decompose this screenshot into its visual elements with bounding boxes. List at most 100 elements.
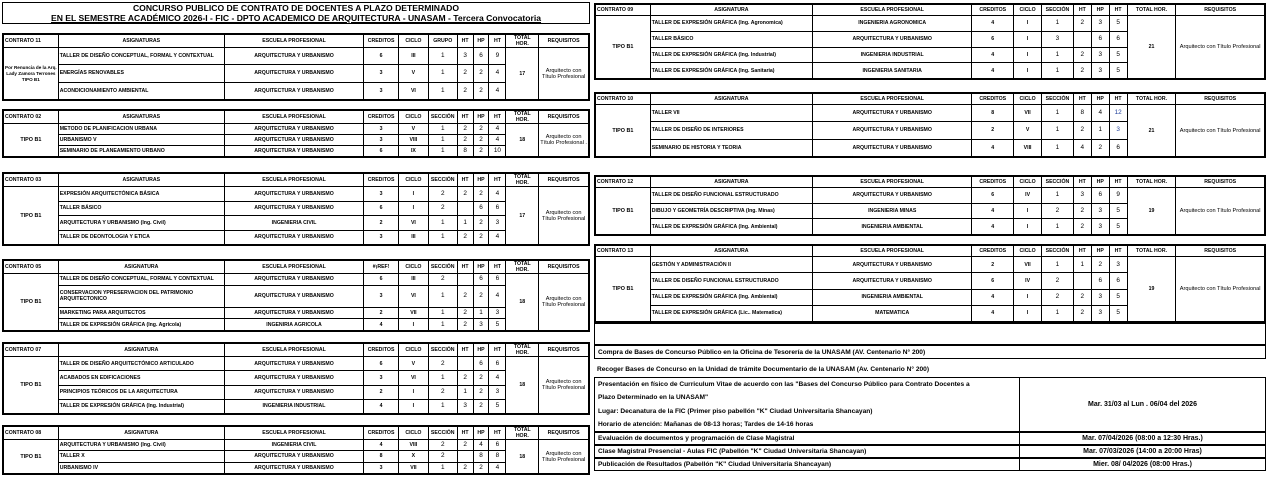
column-header: ESCUELA PROFESIONAL	[223, 426, 365, 440]
cell-ht: 1	[456, 384, 474, 400]
column-header: SECCIÓN	[1041, 93, 1074, 105]
cell-ht: 2	[456, 134, 474, 146]
cell-ht: 1	[1072, 255, 1092, 274]
column-header: GRUPO	[427, 34, 458, 48]
cell-hp: 6	[1090, 187, 1110, 204]
cell-hp: 2	[472, 284, 490, 308]
schedule-item: Clase Magistral Presencial - Aulas FIC (…	[594, 445, 1266, 458]
cell-creditos: 6	[971, 272, 1015, 290]
cell-seccion: 1	[427, 229, 458, 245]
cell-escuela: INGENIERIA AMBIENTAL	[812, 218, 973, 235]
cell-ht-total: 5	[1108, 15, 1128, 32]
column-header: HT	[1108, 93, 1128, 105]
cell-escuela: ARQUITECTURA Y URBANISMO	[223, 200, 365, 216]
table-header-row: CONTRATO 07 ASIGNATURA ESCUELA PROFESIONAL…	[3, 343, 589, 357]
cell-ht-total: 5	[1108, 288, 1128, 306]
table-row: TIPO B1 TALLER VII ARQUITECTURA Y URBANISM…	[595, 103, 1265, 157]
cell-seccion: 1	[1041, 138, 1074, 158]
column-header: CONTRATO 11	[3, 34, 59, 48]
cell-asignatura: METODO DE PLANIFICACION URBANA	[57, 123, 225, 135]
column-header: TOTAL HOR.	[1126, 93, 1177, 105]
contract-table-c09: CONTRATO 09 ASIGNATURA ESCUELA PROFESIONAL…	[594, 3, 1266, 80]
column-header: HP	[1090, 93, 1110, 105]
cell-creditos: 8	[971, 103, 1015, 123]
cell-asignatura: DIBUJO Y GEOMETRÍA DESCRIPTIVA (Ing. Min…	[649, 202, 814, 220]
column-header: HP	[472, 34, 490, 48]
column-header: ASIGNATURAS	[57, 110, 225, 124]
cell-seccion: 2	[1041, 202, 1074, 220]
cell-creditos: 2	[363, 306, 399, 320]
total-hours: 21	[1126, 15, 1177, 79]
cell-escuela: ARQUITECTURA Y URBANISMO	[223, 64, 365, 83]
cell-seccion: 1	[1041, 218, 1074, 235]
contract-type: TIPO B1	[3, 273, 59, 331]
cell-ht-total: 3	[1108, 121, 1128, 140]
contract-type: Por Renuncia de la Arq. Lady Zamora Terr…	[3, 47, 59, 100]
cell-seccion: 1	[427, 134, 458, 146]
cell-ht-total: 3	[1108, 255, 1128, 274]
cell-hp: 3	[1090, 218, 1110, 235]
cell-creditos: 4	[971, 15, 1015, 32]
cell-ht: 3	[456, 398, 474, 415]
cell-ht	[456, 273, 474, 286]
cell-ciclo: I	[397, 398, 429, 415]
requisitos: Arquitecto con Título Profesional	[538, 439, 589, 474]
cell-escuela: INGENIERIA SANITARIA	[812, 62, 973, 79]
column-header: HT	[1108, 245, 1128, 257]
contract-type: TIPO B1	[595, 15, 651, 79]
cell-escuela: ARQUITECTURA Y URBANISMO	[223, 123, 365, 135]
column-header: HT	[1072, 176, 1092, 188]
column-header: CREDITOS	[363, 173, 399, 187]
cell-seccion: 2	[427, 438, 458, 452]
cell-ciclo: I	[1013, 46, 1043, 64]
cell-creditos: 4	[971, 202, 1015, 220]
cell-creditos: 4	[363, 438, 399, 452]
cell-creditos: 6	[363, 200, 399, 216]
cell-creditos: 3	[363, 370, 399, 386]
cell-asignatura: CONSERVACION YPRESERVACION DEL PATRIMONI…	[57, 284, 225, 308]
cell-asignatura: TALLER DE EXPRESIÓN GRÁFICA (Ing. Ambien…	[649, 288, 814, 306]
cell-seccion: 1	[1041, 103, 1074, 123]
cell-hp: 1	[472, 306, 490, 320]
column-header: HT	[456, 34, 474, 48]
contract-type: TIPO B1	[595, 104, 651, 157]
cell-ht-total: 9	[488, 46, 507, 66]
schedule-item-date: Mier. 08/ 04/2026 (08:00 Hras.)	[1093, 461, 1192, 468]
column-header: SECCIÓN	[1041, 4, 1074, 16]
cell-ciclo: VII	[1013, 103, 1043, 123]
requisitos: Arquitecto con Título Profesional	[1175, 104, 1265, 157]
column-header: SECCIÓN	[427, 110, 458, 124]
cell-creditos: 2	[363, 384, 399, 400]
column-header: CICLO	[397, 110, 429, 124]
column-header: HT	[488, 260, 507, 274]
cell-hp: 2	[472, 186, 490, 202]
column-header: CICLO	[397, 343, 429, 357]
cell-escuela: INGENIERIA MINAS	[812, 202, 973, 220]
column-header: CREDITOS	[971, 245, 1015, 257]
column-header: CREDITOS	[363, 110, 399, 124]
table-row: CONSERVACION YPRESERVACION DEL PATRIMONI…	[4, 284, 589, 308]
cell-ht-total: 6	[488, 438, 507, 452]
column-header: ESCUELA PROFESIONAL	[223, 343, 365, 357]
column-header: CONTRATO 02	[3, 110, 59, 124]
cell-hp: 8	[472, 450, 490, 463]
table-row: ARQUITECTURA Y URBANISMO (Ing. Civil) ING…	[4, 215, 589, 231]
cell-ht	[456, 450, 474, 463]
cell-ciclo: VIII	[397, 134, 429, 146]
cell-creditos: 6	[971, 187, 1015, 204]
column-header: #¡REF!	[363, 260, 399, 274]
presentacion-line: Lugar: Decanatura de la FIC (Primer piso…	[598, 407, 873, 415]
cell-hp: 4	[472, 438, 490, 452]
contract-table-c05: CONTRATO 05 ASIGNATURA ESCUELA PROFESIONAL…	[2, 259, 590, 332]
cell-ht: 2	[456, 123, 474, 135]
column-header: REQUISITOS	[538, 343, 589, 357]
cell-asignatura: SEMINARIO DE PLANEAMIENTO URBANO	[57, 145, 225, 157]
table-row: TALLER BÁSICO ARQUITECTURA Y URBANISMO 6 I 2…	[4, 200, 589, 216]
cell-ht: 2	[456, 318, 474, 331]
cell-ciclo: IV	[1013, 272, 1043, 290]
column-header: ASIGNATURA	[649, 176, 814, 188]
column-header: ASIGNATURA	[649, 4, 814, 16]
cell-ciclo: VII	[1013, 255, 1043, 274]
cell-hp: 2	[472, 64, 490, 83]
cell-asignatura: GESTIÓN Y ADMINISTRACIÓN II	[649, 255, 814, 274]
